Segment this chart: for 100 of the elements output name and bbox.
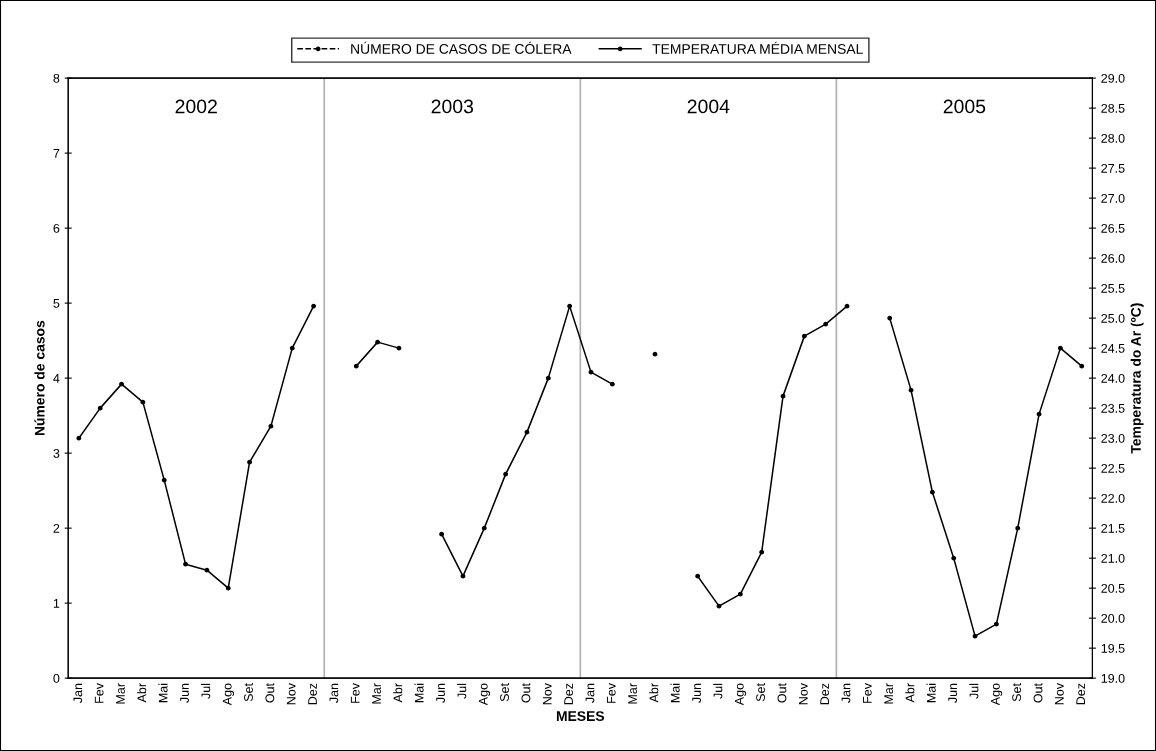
x-tick-label: Abr — [137, 683, 147, 703]
x-tick-label: Fev — [606, 683, 616, 703]
x-tick-label: Fev — [863, 683, 872, 703]
x-tick-label: Jul — [713, 683, 723, 699]
x-tick-label: Ago — [222, 683, 235, 706]
x-tick-label: Out — [265, 683, 275, 703]
point — [76, 435, 82, 441]
x-tick-label: Jul — [457, 683, 467, 699]
point — [887, 315, 893, 321]
y2-axis-title: Temperatura do Ar (ºC) — [1130, 303, 1144, 454]
x-tick-label: Jan — [73, 683, 83, 703]
x-tick-label: Jun — [692, 683, 702, 703]
point — [289, 345, 295, 351]
y2-tick-label: 28.0 — [1101, 133, 1125, 143]
x-tick-label: Jan — [329, 683, 339, 703]
x-tick-label: Jun — [436, 683, 445, 703]
x-tick-label: Fev — [94, 683, 104, 703]
x-tick-label: Abr — [905, 683, 915, 703]
x-tick-label: Set — [500, 683, 509, 702]
x-tick-label: Set — [756, 683, 766, 702]
x-tick-label: Out — [777, 683, 787, 703]
point — [801, 333, 807, 339]
x-tick-label: Dez — [308, 683, 317, 705]
point — [1057, 345, 1063, 351]
annotation: 2003 — [431, 99, 474, 114]
y2-tick-label: 23.0 — [1101, 433, 1125, 443]
y2-tick-label: 19.5 — [1101, 643, 1125, 653]
y2-tick-label: 29.0 — [1101, 73, 1125, 83]
y-tick-label: 4 — [53, 374, 60, 383]
x-tick-label: Jun — [180, 683, 189, 703]
point — [780, 393, 786, 399]
x-tick-label: Mai — [158, 683, 168, 703]
point — [353, 363, 359, 369]
y-tick-label: 0 — [53, 673, 60, 683]
x-tick-label: Jun — [948, 683, 958, 703]
y-tick-label: 3 — [53, 448, 60, 458]
x-tick-label: Jan — [585, 683, 595, 703]
point — [481, 525, 487, 531]
x-tick-label: Nov — [1055, 683, 1064, 705]
y-tick-label: 1 — [53, 599, 60, 608]
x-tick-label: Mai — [414, 683, 424, 703]
point — [716, 603, 722, 609]
x-tick-label: Abr — [393, 683, 403, 703]
point — [993, 621, 999, 627]
x-tick-label: Mar — [372, 683, 381, 704]
y-tick-label: 5 — [53, 299, 60, 308]
point — [844, 303, 850, 309]
annotation: 2004 — [687, 99, 730, 114]
point — [524, 429, 530, 435]
y2-tick-label: 20.5 — [1101, 583, 1125, 593]
point — [119, 381, 124, 387]
point — [503, 471, 509, 477]
x-tick-label: Jul — [969, 683, 979, 699]
y2-tick-label: 21.0 — [1101, 553, 1125, 563]
y2-tick-label: 21.5 — [1101, 523, 1125, 533]
x-tick-label: Mar — [628, 683, 638, 704]
x-tick-label: Dez — [1076, 683, 1086, 705]
point — [545, 375, 551, 381]
y2-tick-label: 23.5 — [1101, 403, 1125, 413]
point — [439, 531, 445, 537]
x-tick-label: Mar — [884, 683, 894, 704]
x-tick-label: Ago — [478, 683, 491, 706]
annotation: 2002 — [175, 99, 217, 114]
point — [268, 423, 274, 429]
x-tick-label: Mai — [670, 683, 680, 703]
point — [737, 591, 743, 597]
point — [396, 345, 402, 351]
y2-tick-label: 24.0 — [1101, 373, 1125, 383]
y2-tick-label: 20.0 — [1101, 613, 1125, 623]
y2-tick-label: 26.5 — [1101, 223, 1125, 233]
y2-tick-label: 25.5 — [1101, 283, 1125, 293]
y2-tick-label: 26.0 — [1101, 253, 1125, 263]
x-tick-label: Out — [521, 683, 531, 703]
point — [161, 477, 167, 483]
y2-tick-label: 24.5 — [1101, 343, 1125, 353]
point — [609, 381, 615, 387]
y-tick-label: 8 — [53, 73, 60, 83]
point — [1015, 525, 1021, 531]
point — [183, 561, 188, 567]
y2-tick-label: 28.5 — [1101, 103, 1125, 113]
x-tick-label: Ago — [734, 683, 747, 706]
point — [929, 489, 935, 495]
point — [375, 339, 381, 345]
x-axis-title: MESES — [556, 711, 605, 722]
point — [247, 459, 253, 465]
point — [652, 351, 658, 357]
x-tick-label: Dez — [564, 683, 573, 705]
y2-tick-label: 25.0 — [1101, 313, 1125, 323]
annotation: 2005 — [943, 99, 986, 114]
y-tick-label: 2 — [53, 523, 60, 533]
point — [695, 573, 701, 579]
point — [972, 633, 978, 639]
y2-tick-label: 22.0 — [1101, 493, 1125, 503]
x-tick-label: Nov — [798, 683, 808, 705]
legend-label: TEMPERATURA MÉDIA MENSAL — [652, 41, 863, 54]
x-tick-label: Out — [1033, 683, 1043, 703]
point — [311, 303, 317, 309]
x-tick-label: Mar — [116, 683, 125, 704]
x-tick-label: Set — [1012, 683, 1022, 702]
x-tick-label: Jul — [201, 683, 211, 699]
